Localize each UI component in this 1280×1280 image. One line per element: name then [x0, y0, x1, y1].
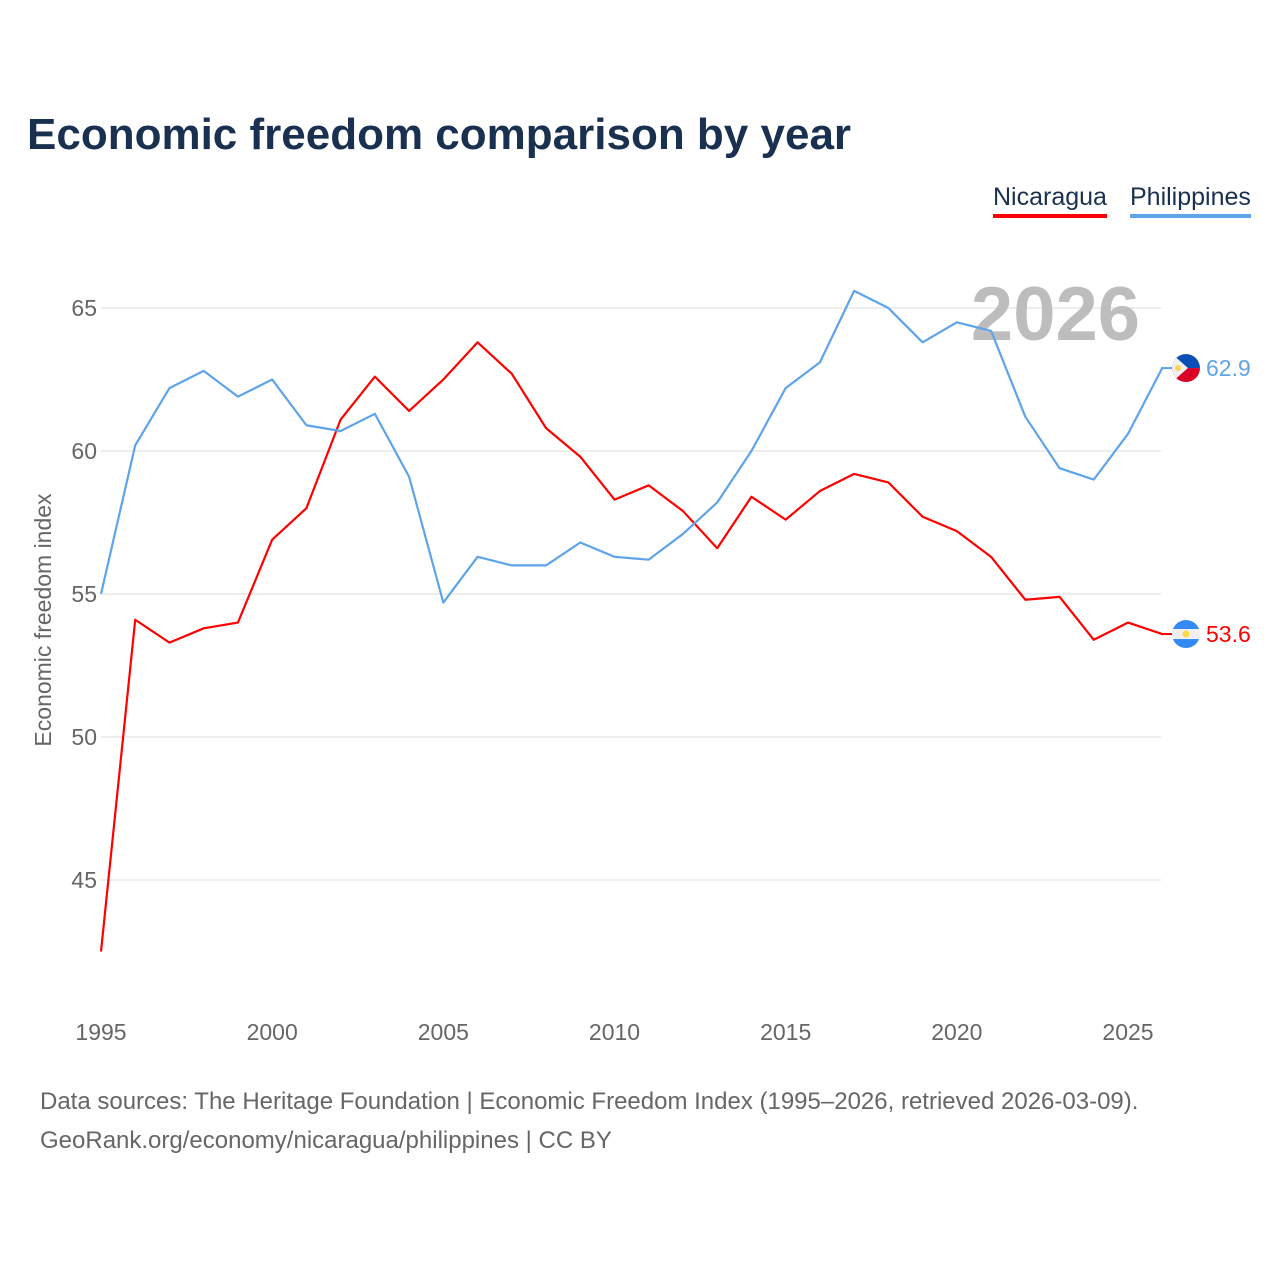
series-line-nicaragua [99, 341, 1163, 952]
y-tick-label: 45 [71, 867, 97, 893]
philippines-flag-icon [1172, 354, 1200, 383]
flag-emblem [1182, 630, 1190, 638]
flag-body [1172, 354, 1200, 383]
chart-title: Economic freedom comparison by year [27, 110, 852, 159]
x-tick-label: 2000 [247, 1019, 298, 1045]
end-value-label-philippines: 62.9 [1206, 355, 1251, 381]
footer-sources: Data sources: The Heritage Foundation | … [40, 1088, 1139, 1115]
x-tick-label: 2005 [418, 1019, 469, 1045]
series-line-philippines [99, 289, 1164, 604]
end-value-label-nicaragua: 53.6 [1206, 621, 1251, 647]
y-tick-label: 50 [71, 724, 97, 750]
nicaragua-flag-icon [1172, 620, 1200, 649]
y-axis-label: Economic freedom index [30, 493, 56, 747]
flag-stripe [1172, 620, 1200, 630]
x-tick-label: 2015 [760, 1019, 811, 1045]
footer-url[interactable]: GeoRank.org/economy/nicaragua/philippine… [40, 1127, 612, 1154]
x-tick-label: 2020 [931, 1019, 982, 1045]
y-tick-label: 55 [71, 581, 97, 607]
x-tick-label: 2010 [589, 1019, 640, 1045]
flag-stripe [1172, 639, 1200, 649]
x-tick-label: 2025 [1102, 1019, 1153, 1045]
legend-item-nicaragua[interactable]: Nicaragua [993, 183, 1107, 218]
x-tick-label: 1995 [75, 1019, 126, 1045]
legend-item-philippines[interactable]: Philippines [1130, 183, 1251, 218]
y-tick-label: 65 [71, 295, 97, 321]
year-watermark: 2026 [971, 272, 1140, 357]
flag-body [1172, 620, 1200, 649]
flag-sun [1175, 365, 1181, 372]
y-tick-label: 60 [71, 438, 97, 464]
